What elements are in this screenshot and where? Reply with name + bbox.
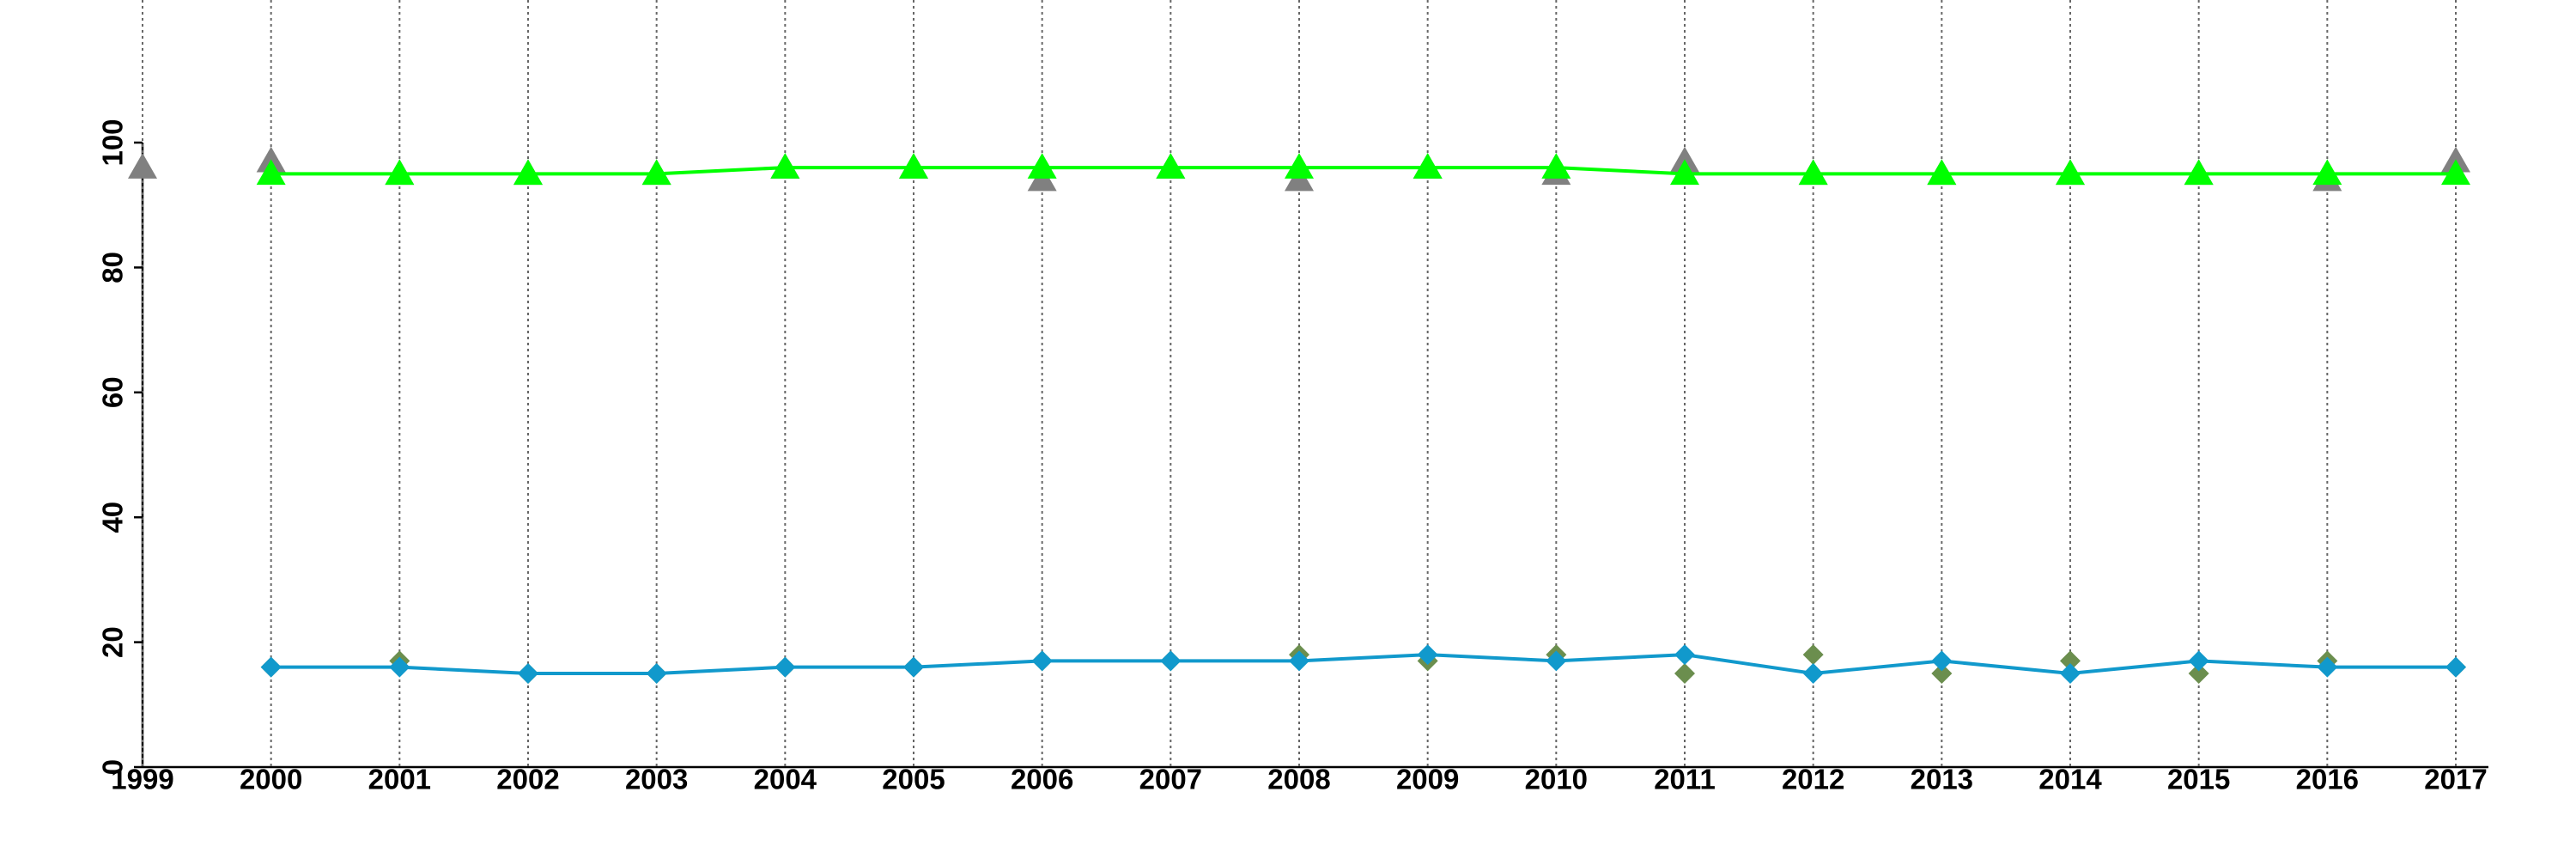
triangle-marker xyxy=(641,159,671,186)
triangle-marker xyxy=(256,159,286,186)
y-tick-label: 100 xyxy=(97,119,129,166)
diamond-marker xyxy=(1417,644,1438,666)
diamond-marker xyxy=(903,656,924,678)
diamond-marker xyxy=(1674,644,1695,666)
diamond-marker xyxy=(1160,650,1182,672)
x-tick-label: 2012 xyxy=(1782,764,1844,795)
x-tick-label: 1999 xyxy=(111,764,173,795)
diamond-marker xyxy=(2445,656,2466,678)
triangle-marker xyxy=(1027,153,1057,179)
triangle-marker xyxy=(1798,159,1828,186)
triangle-marker xyxy=(513,159,543,186)
x-tick-label: 2013 xyxy=(1911,764,1973,795)
diamond-marker xyxy=(2317,656,2338,678)
x-tick-label: 2007 xyxy=(1139,764,1202,795)
x-tick-label: 2000 xyxy=(240,764,302,795)
x-tick-label: 2004 xyxy=(754,764,817,795)
x-tick-label: 2017 xyxy=(2424,764,2487,795)
triangle-marker xyxy=(2441,159,2470,186)
diamond-marker xyxy=(1931,650,1953,672)
diamond-marker xyxy=(775,656,796,678)
x-tick-label: 2005 xyxy=(882,764,945,795)
diamond-marker xyxy=(1802,662,1824,684)
diamond-marker xyxy=(1289,650,1309,672)
diamond-marker xyxy=(2060,650,2081,672)
diamond-marker xyxy=(2188,650,2209,672)
diamond-marker xyxy=(2060,662,2081,684)
x-tick-label: 2003 xyxy=(625,764,688,795)
series-line xyxy=(270,653,2456,675)
triangle-marker xyxy=(1670,159,1699,186)
triangle-marker xyxy=(1541,153,1571,179)
diamond-marker xyxy=(1546,650,1567,672)
x-tick-label: 2001 xyxy=(368,764,431,795)
x-tick-label: 2008 xyxy=(1267,764,1330,795)
diamond-marker xyxy=(1802,644,1824,666)
diamond-marker xyxy=(518,662,538,684)
x-tick-label: 2011 xyxy=(1654,764,1716,795)
triangle-marker xyxy=(2184,159,2214,186)
triangle-marker xyxy=(128,153,157,179)
x-tick-label: 2009 xyxy=(1396,764,1459,795)
triangle-marker xyxy=(1156,153,1186,179)
diamond-marker xyxy=(260,656,282,678)
diamond-marker xyxy=(2188,662,2209,684)
triangle-marker xyxy=(2056,159,2085,186)
x-tick-label: 2002 xyxy=(496,764,559,795)
y-tick-label: 40 xyxy=(97,502,129,533)
diamond-marker xyxy=(1674,662,1695,684)
x-tick-label: 2015 xyxy=(2167,764,2230,795)
x-tick-label: 2010 xyxy=(1525,764,1588,795)
y-tick-label: 80 xyxy=(97,252,129,283)
y-tick-label: 20 xyxy=(97,626,129,658)
x-tick-label: 2006 xyxy=(1011,764,1073,795)
triangle-marker xyxy=(1927,159,1957,186)
diamond-marker xyxy=(646,662,667,684)
triangle-marker xyxy=(770,153,800,179)
diamond-marker xyxy=(1031,650,1053,672)
triangle-marker xyxy=(1285,153,1314,179)
triangle-marker xyxy=(385,159,415,186)
y-tick-label: 60 xyxy=(97,376,129,408)
series-line xyxy=(270,166,2456,176)
x-tick-label: 2014 xyxy=(2038,764,2102,795)
diamond-marker xyxy=(389,656,410,678)
triangle-marker xyxy=(1413,153,1443,179)
diamond-marker xyxy=(1931,662,1953,684)
x-tick-label: 2016 xyxy=(2296,764,2359,795)
triangle-marker xyxy=(899,153,928,179)
triangle-marker xyxy=(2312,159,2342,186)
y-tick-label: 0 xyxy=(97,759,129,775)
